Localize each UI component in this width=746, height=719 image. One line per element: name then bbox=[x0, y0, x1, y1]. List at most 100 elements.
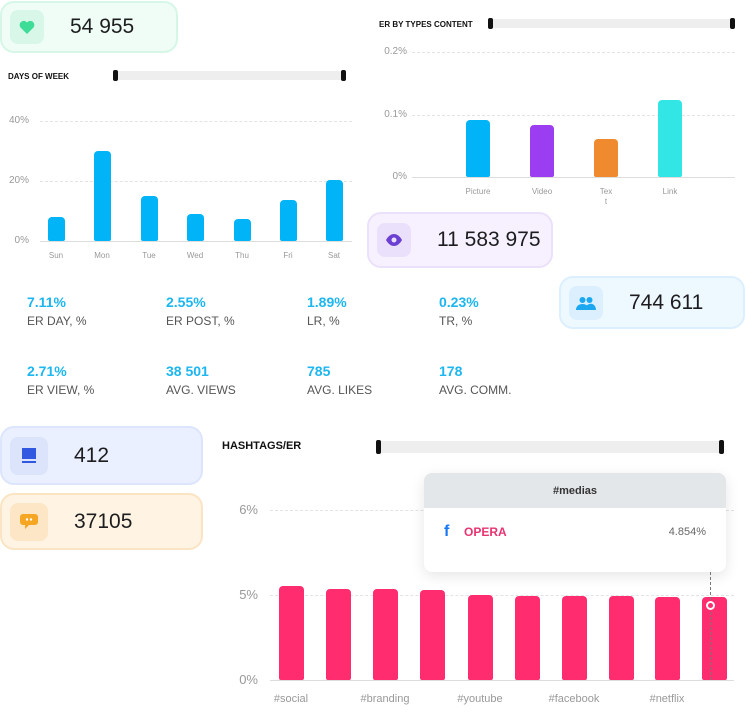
eye-icon bbox=[377, 223, 411, 257]
users-icon bbox=[569, 285, 603, 320]
gridline bbox=[412, 114, 735, 116]
days-range-slider[interactable] bbox=[113, 70, 346, 81]
gridline bbox=[270, 595, 734, 596]
bar-wed bbox=[186, 214, 204, 241]
bar-link bbox=[658, 99, 682, 177]
axis-baseline bbox=[412, 177, 735, 178]
types-range-slider[interactable] bbox=[488, 18, 735, 29]
y-tick-label: 5% bbox=[239, 587, 258, 603]
comments-value: 37105 bbox=[74, 509, 133, 533]
x-tick-label: Video bbox=[531, 187, 553, 196]
stat-label: AVG. LIKES bbox=[307, 383, 373, 397]
likes-value: 54 955 bbox=[70, 15, 135, 38]
bar-video bbox=[530, 124, 554, 177]
hover-point bbox=[706, 601, 715, 610]
stat-item: 785 AVG. LIKES bbox=[307, 363, 372, 397]
stat-value: 785 bbox=[307, 363, 331, 379]
tooltip-series-name: OPERA bbox=[464, 525, 507, 539]
stat-label: ER POST, % bbox=[166, 314, 235, 328]
bar-item bbox=[419, 589, 445, 680]
gridline bbox=[40, 121, 352, 122]
views-card: 11 583 975 bbox=[367, 212, 553, 268]
x-tick-label: #branding bbox=[360, 693, 410, 705]
book-icon bbox=[10, 436, 48, 475]
stat-label: TR, % bbox=[439, 314, 473, 328]
y-tick-label: 6% bbox=[239, 502, 258, 518]
stat-item: 2.55% ER POST, % bbox=[166, 294, 235, 328]
x-tick-label: Wed bbox=[186, 251, 204, 260]
stat-value: 2.71% bbox=[27, 363, 67, 379]
bar-netflix bbox=[654, 597, 680, 680]
y-tick-label: 0% bbox=[239, 672, 258, 688]
bar-item bbox=[701, 597, 727, 680]
axis-baseline bbox=[40, 241, 352, 242]
stat-label: AVG. COMM. bbox=[439, 383, 512, 397]
slider-handle-start[interactable] bbox=[113, 70, 118, 81]
posts-card: 412 bbox=[0, 426, 203, 485]
y-tick-label: 0.1% bbox=[384, 108, 407, 120]
bar-facebook bbox=[561, 596, 587, 680]
x-tick-label: Sun bbox=[48, 251, 64, 260]
tooltip-crosshair bbox=[710, 572, 711, 680]
slider-handle-end[interactable] bbox=[341, 70, 346, 81]
slider-handle-start[interactable] bbox=[376, 440, 381, 454]
tooltip-title: #medias bbox=[424, 473, 726, 508]
x-tick-label: #social bbox=[273, 693, 309, 705]
hashtags-range-slider[interactable] bbox=[376, 440, 724, 454]
stat-label: ER DAY, % bbox=[27, 314, 87, 328]
stat-label: ER VIEW, % bbox=[27, 383, 95, 397]
stat-value: 2.55% bbox=[166, 294, 206, 310]
tooltip-value: 4.854% bbox=[668, 526, 706, 538]
x-tick-label: #netflix bbox=[649, 693, 685, 705]
days-chart-title: DAYS OF WEEK bbox=[8, 72, 70, 81]
gridline bbox=[40, 181, 352, 182]
bar-thu bbox=[233, 219, 251, 241]
stat-value: 178 bbox=[439, 363, 463, 379]
followers-card: 744 611 bbox=[559, 276, 745, 329]
views-value: 11 583 975 bbox=[437, 228, 541, 251]
stat-item: 38 501 AVG. VIEWS bbox=[166, 363, 236, 397]
bar-fri bbox=[279, 199, 297, 241]
posts-value: 412 bbox=[74, 443, 110, 467]
bar-branding bbox=[372, 589, 398, 680]
x-tick-label: Mon bbox=[94, 251, 110, 260]
bar-sun bbox=[47, 217, 65, 241]
bar-item bbox=[325, 589, 351, 680]
y-tick-label: 20% bbox=[8, 175, 29, 186]
bar-picture bbox=[466, 119, 490, 177]
y-tick-label: 40% bbox=[8, 115, 29, 126]
likes-card: 54 955 bbox=[0, 1, 178, 53]
y-tick-label: 0.2% bbox=[384, 46, 407, 57]
x-tick-label: Thu bbox=[235, 251, 249, 260]
stat-item: 2.71% ER VIEW, % bbox=[27, 363, 94, 397]
gridline bbox=[412, 52, 735, 53]
slider-handle-start[interactable] bbox=[488, 18, 493, 29]
bar-social bbox=[278, 585, 304, 680]
x-tick-label: Link bbox=[662, 187, 678, 196]
heart-icon bbox=[10, 10, 44, 44]
x-tick-label: Fri bbox=[283, 251, 293, 260]
slider-handle-end[interactable] bbox=[730, 18, 735, 29]
x-tick-label: #facebook bbox=[548, 693, 600, 705]
stat-value: 7.11% bbox=[27, 294, 66, 310]
bar-sat bbox=[325, 180, 343, 241]
x-tick-label: Picture bbox=[465, 187, 491, 196]
stat-value: 38 501 bbox=[166, 363, 209, 379]
stat-item: 0.23% TR, % bbox=[439, 294, 479, 328]
types-chart-title: ER BY TYPES CONTENT bbox=[379, 20, 473, 29]
comments-card: 37105 bbox=[0, 493, 203, 550]
bar-text bbox=[594, 138, 618, 177]
x-tick-label: #youtube bbox=[457, 693, 503, 705]
hashtags-chart-title: HASHTAGS/ER bbox=[222, 440, 302, 452]
stat-item: 178 AVG. COMM. bbox=[439, 363, 511, 397]
stat-label: LR, % bbox=[307, 314, 340, 328]
x-tick-label: Tue bbox=[142, 251, 156, 260]
facebook-icon: f bbox=[444, 523, 450, 540]
x-tick-label: Tex t bbox=[599, 187, 613, 207]
stat-value: 1.89% bbox=[307, 294, 347, 310]
bar-item bbox=[514, 596, 540, 680]
bar-item bbox=[608, 596, 634, 680]
slider-handle-end[interactable] bbox=[719, 440, 724, 454]
chart-tooltip: #medias f OPERA 4.854% bbox=[424, 473, 726, 572]
bar-mon bbox=[93, 151, 111, 241]
